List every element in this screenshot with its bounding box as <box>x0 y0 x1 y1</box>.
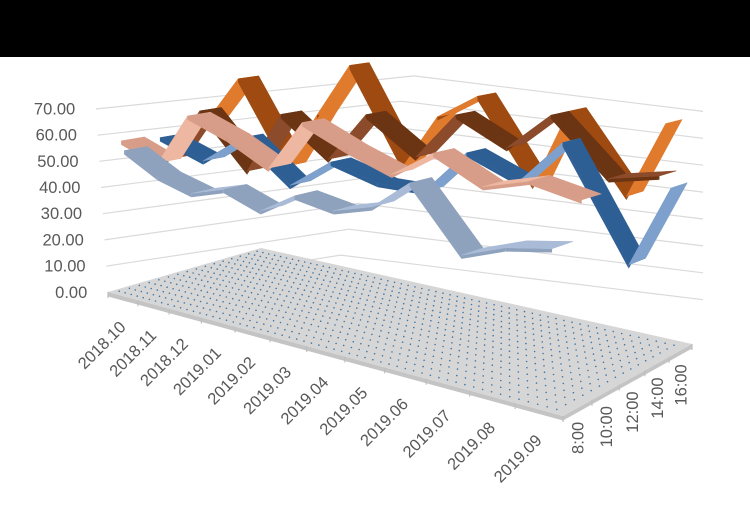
svg-text:20.00: 20.00 <box>43 231 84 249</box>
svg-text:10:00: 10:00 <box>598 406 616 447</box>
svg-text:16:00: 16:00 <box>673 364 691 405</box>
svg-text:70.00: 70.00 <box>34 101 75 119</box>
svg-text:0.00: 0.00 <box>55 284 87 302</box>
svg-text:30.00: 30.00 <box>41 205 82 223</box>
svg-text:14:00: 14:00 <box>649 377 667 418</box>
svg-text:12:00: 12:00 <box>624 391 642 432</box>
svg-text:8:00: 8:00 <box>570 422 588 454</box>
svg-text:40.00: 40.00 <box>39 179 80 197</box>
svg-text:60.00: 60.00 <box>36 127 77 145</box>
svg-text:10.00: 10.00 <box>44 258 85 276</box>
svg-text:50.00: 50.00 <box>37 153 78 171</box>
